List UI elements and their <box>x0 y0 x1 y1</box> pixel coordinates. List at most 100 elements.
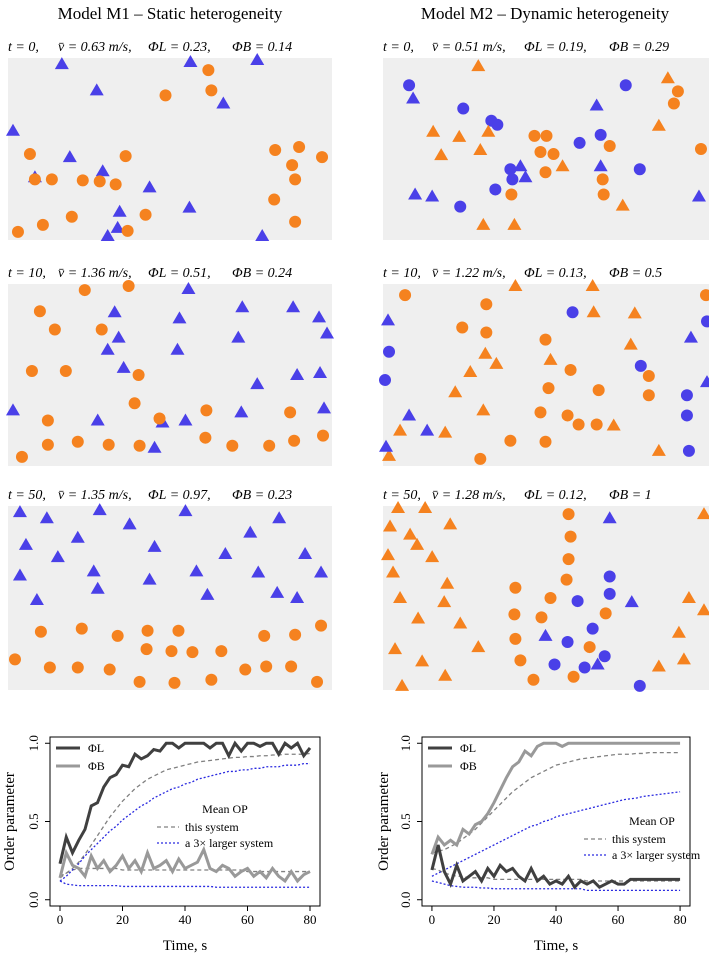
particle-circle <box>132 369 145 381</box>
mean-op-line <box>431 791 681 877</box>
particle-triangle <box>696 507 709 520</box>
panel-label: ΦL = 0.23, <box>148 40 211 55</box>
particle-triangle <box>235 300 250 313</box>
particle-circle <box>93 175 106 188</box>
panel-label: v̄ = 0.51 m/s, <box>432 40 506 55</box>
particle-circle <box>542 382 555 395</box>
particle-triangle <box>623 337 638 350</box>
particle-circle <box>311 675 324 688</box>
column-title: Model M1 – Static heterogeneity <box>58 4 283 23</box>
particle-triangle <box>50 550 65 563</box>
particle-circle <box>289 173 302 186</box>
particle-triangle <box>231 330 246 343</box>
particle-circle <box>480 298 493 311</box>
panel-label: v̄ = 1.35 m/s, <box>58 488 132 503</box>
particle-circle <box>699 289 709 302</box>
particle-triangle <box>476 403 491 416</box>
particle-triangle <box>624 595 639 608</box>
particle-triangle <box>452 129 467 142</box>
panel-background <box>8 506 332 690</box>
particle-circle <box>43 661 56 674</box>
legend-title: Mean OP <box>202 802 248 816</box>
particle-circle <box>634 359 647 372</box>
panel-label: ΦB = 0.23 <box>232 488 292 503</box>
legend-label: this system <box>185 820 239 834</box>
particle-triangle <box>437 595 452 608</box>
particle-circle <box>572 418 585 431</box>
particle-triangle <box>393 591 408 603</box>
particle-triangle <box>178 413 193 426</box>
particle-circle <box>289 215 302 228</box>
particle-triangle <box>538 628 553 641</box>
op-line <box>430 844 681 890</box>
particle-triangle <box>696 603 709 616</box>
particle-circle <box>258 629 271 642</box>
particle-triangle <box>425 189 440 202</box>
particle-triangle <box>298 547 313 560</box>
mean-op-line <box>59 752 311 877</box>
x-tick-label: 80 <box>674 912 687 927</box>
particle-circle <box>122 280 135 293</box>
y-axis-label: Order parameter <box>376 772 392 871</box>
particle-triangle <box>290 368 305 380</box>
particle-circle <box>564 363 577 376</box>
particle-triangle <box>590 657 605 670</box>
particle-triangle <box>251 565 266 578</box>
panel-label: v̄ = 1.22 m/s, <box>432 266 506 281</box>
particle-circle <box>535 611 548 624</box>
particle-circle <box>539 435 552 448</box>
particle-triangle <box>100 342 115 355</box>
particle-triangle <box>420 423 435 436</box>
particle-circle <box>168 676 181 689</box>
particle-circle <box>33 305 46 318</box>
particle-triangle <box>107 305 122 318</box>
x-tick-label: 20 <box>116 912 129 927</box>
particle-circle <box>480 326 493 339</box>
particle-triangle <box>147 440 162 453</box>
particle-circle <box>36 218 49 231</box>
particle-triangle <box>381 313 396 326</box>
particle-circle <box>590 418 603 431</box>
panel-label: ΦB = 0.5 <box>609 266 662 281</box>
particle-circle <box>564 530 577 543</box>
particle-circle <box>573 136 586 149</box>
particle-circle <box>642 370 655 383</box>
particle-circle <box>399 289 412 302</box>
y-axis-label: Order parameter <box>2 772 18 871</box>
particle-triangle <box>147 539 162 552</box>
particle-circle <box>596 173 609 186</box>
particle-circle <box>508 608 521 621</box>
particle-triangle <box>381 548 396 561</box>
particle-circle <box>215 645 228 658</box>
particle-triangle <box>699 375 709 388</box>
particle-circle <box>642 389 655 402</box>
particle-circle <box>15 450 28 463</box>
panel-label: ΦB = 1 <box>609 488 652 503</box>
panel-label: t = 0, <box>383 40 414 55</box>
particle-triangle <box>181 282 196 295</box>
particle-triangle <box>403 527 418 540</box>
panel-label: t = 0, <box>8 40 39 55</box>
particle-circle <box>509 632 522 645</box>
panel-label: ΦL = 0.97, <box>148 488 211 503</box>
particle-triangle <box>243 525 258 538</box>
particle-circle <box>491 118 504 131</box>
particle-circle <box>317 429 330 442</box>
particle-circle <box>534 406 547 419</box>
particle-triangle <box>111 330 126 343</box>
particle-circle <box>205 673 218 686</box>
particle-triangle <box>453 616 468 629</box>
particle-circle <box>71 661 84 674</box>
particle-circle <box>293 140 306 153</box>
particle-triangle <box>463 364 478 377</box>
particle-circle <box>268 193 281 206</box>
x-tick-label: 20 <box>487 912 500 927</box>
particle-circle <box>547 148 560 161</box>
particle-circle <box>514 654 527 667</box>
particle-triangle <box>518 170 533 183</box>
particle-triangle <box>393 423 408 436</box>
particle-circle <box>186 646 199 659</box>
particle-circle <box>269 144 282 157</box>
particle-triangle <box>95 164 110 177</box>
